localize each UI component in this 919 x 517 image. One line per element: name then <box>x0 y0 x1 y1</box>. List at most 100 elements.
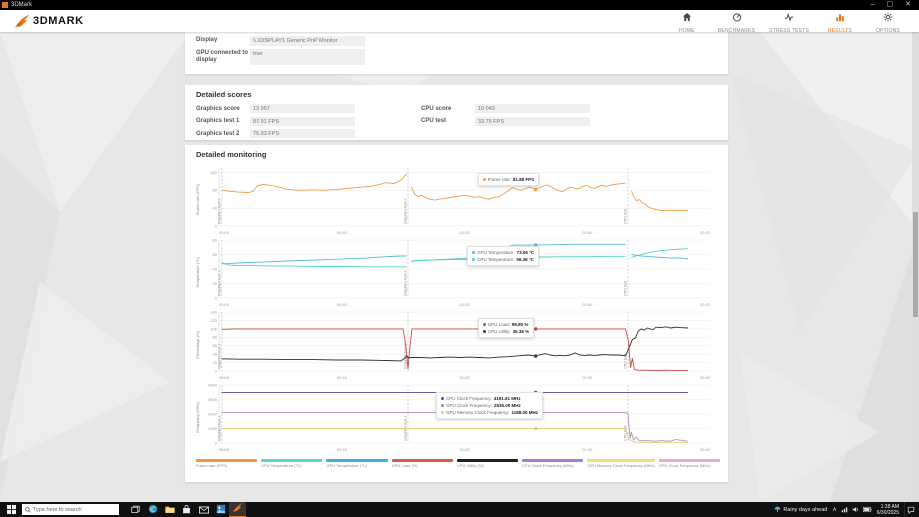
nav-label: HOME <box>678 27 695 34</box>
edge-taskbar-button[interactable] <box>144 502 161 517</box>
photos-taskbar-button[interactable] <box>212 502 229 517</box>
svg-text:01:20: 01:20 <box>459 447 470 452</box>
legend-label: Frame rate (FPS) <box>196 463 228 468</box>
close-button[interactable]: ✕ <box>905 1 911 8</box>
chart-tooltip: CPU Clock Frequency: 4191.61 MHz GPU Clock… <box>436 391 544 419</box>
legend-label: GPU Load (%) <box>391 463 418 468</box>
score-label: Graphics test 1 <box>196 118 240 124</box>
taskbar-search-input[interactable]: Type here to search <box>22 504 119 515</box>
taskbar-clock[interactable]: 1:38 AM 6/30/2025 <box>877 504 899 516</box>
system-tray: Rainy days ahead ∧ 1:38 AM 6/30/2025 <box>774 502 919 517</box>
chart-plot-area[interactable]: 0 20 40 60 80 00:00 00:40 01:20 02:00 02:40 Graphi… <box>202 236 722 308</box>
weather-widget[interactable]: Rainy days ahead <box>774 506 827 513</box>
minimize-button[interactable]: – <box>870 1 875 8</box>
svg-text:Graphics test 2: Graphics test 2 <box>403 270 407 296</box>
time: 1:38 AM <box>880 503 899 510</box>
svg-text:Graphics test 1: Graphics test 1 <box>217 343 221 369</box>
svg-text:02:00: 02:00 <box>582 375 593 380</box>
chart-4: Frequency (MHz) 0 1200 2400 3600 4800 00:00 00… <box>193 381 728 453</box>
legend-color-bar <box>196 459 258 462</box>
legend-color-bar <box>456 459 519 462</box>
svg-text:00:40: 00:40 <box>337 302 348 307</box>
legend-item: CPU Clock Frequency (MHz) <box>522 459 584 468</box>
legend-item: Frame rate (FPS) <box>196 459 258 468</box>
svg-text:60: 60 <box>213 252 218 257</box>
battery-icon[interactable] <box>862 506 872 513</box>
store-taskbar-button[interactable] <box>178 502 195 517</box>
detailed-scores-card: Detailed scores Graphics score 13 957 CPU … <box>185 85 728 140</box>
svg-text:Graphics test 1: Graphics test 1 <box>217 415 221 441</box>
tooltip-row: GPU Load: 99.80 % <box>482 321 530 328</box>
3dmark-taskbar-button[interactable] <box>229 502 246 517</box>
nav-item-options[interactable]: OPTIONS <box>871 9 905 34</box>
weather-text: Rainy days ahead <box>783 506 828 513</box>
system-info-card: Display \\.\DISPLAY1 Generic PnP Monitor G… <box>185 32 728 74</box>
svg-text:20: 20 <box>213 360 218 365</box>
svg-text:60: 60 <box>213 343 218 348</box>
speaker-icon[interactable] <box>852 506 859 513</box>
svg-text:CPU test: CPU test <box>623 425 627 441</box>
notification-icon <box>907 506 914 514</box>
chart-plot-area[interactable]: 0 40 80 120 00:00 00:40 01:20 02:00 02:40 Graphic… <box>202 164 722 236</box>
chart-plot-area[interactable]: 0 20 40 60 80 100 120 140 00:00 00:40 01:20 02:00 02… <box>202 308 722 381</box>
tooltip-row: Frame rate: 81.88 FPS <box>482 176 534 183</box>
mail-taskbar-button[interactable] <box>195 502 212 517</box>
scrollbar-thumb[interactable] <box>913 212 918 317</box>
score-row: Graphics score 13 957 CPU score 10 043 <box>196 104 728 113</box>
y-axis-label: Frequency (MHz) <box>195 401 200 433</box>
file-explorer-taskbar-button[interactable] <box>161 502 178 517</box>
svg-text:CPU test: CPU test <box>623 353 627 369</box>
nav-item-results[interactable]: RESULTS <box>823 9 857 34</box>
score-value: 33.76 FPS <box>475 116 590 126</box>
maximize-button[interactable]: ▢ <box>886 1 894 8</box>
svg-text:0: 0 <box>215 223 218 228</box>
svg-text:2400: 2400 <box>208 411 218 416</box>
legend-label: CPU Temperature (°C) <box>261 463 302 468</box>
field-value: \\.\DISPLAY1 Generic PnP Monitor <box>250 36 365 46</box>
file-explorer-icon <box>164 501 175 517</box>
chart-tooltip: GPU Temperature: 73.06 °C CPU Temperature:… <box>467 246 540 267</box>
system-info-row: Display \\.\DISPLAY1 Generic PnP Monitor <box>196 36 728 46</box>
legend-item: CPU Temperature (°C) <box>261 459 323 468</box>
start-button[interactable] <box>0 502 22 517</box>
svg-text:00:40: 00:40 <box>337 375 348 380</box>
system-info-row: GPU connected to display true <box>196 49 728 65</box>
y-axis-label: Temperature (°C) <box>195 256 200 288</box>
options-icon <box>883 9 893 27</box>
3dmark-logo-icon <box>14 14 30 28</box>
svg-text:40: 40 <box>213 266 218 271</box>
legend-color-bar <box>658 459 720 462</box>
legend-item: GPU Clock Frequency (MHz) <box>658 459 720 468</box>
tray-expand-icon[interactable]: ∧ <box>832 507 837 513</box>
detailed-monitoring-title: Detailed monitoring <box>196 150 267 159</box>
network-icon[interactable] <box>841 506 848 513</box>
vertical-scrollbar[interactable] <box>912 32 919 502</box>
svg-text:CPU test: CPU test <box>623 280 627 296</box>
nav-item-stress-tests[interactable]: STRESS TESTS <box>769 9 809 34</box>
tooltip-row: CPU Utility: 35.38 % <box>482 328 529 335</box>
nav-item-home[interactable]: HOME <box>670 9 704 34</box>
chart-plot-area[interactable]: 0 1200 2400 3600 4800 00:00 00:40 01:20 02:00 02:… <box>202 381 722 453</box>
score-value: 10 043 <box>475 104 590 113</box>
svg-text:Graphics test 2: Graphics test 2 <box>403 198 407 224</box>
app-header: 3DMARK HOME BENCHMARKS STRESS TESTS RESULTS… <box>0 9 919 34</box>
nav-label: OPTIONS <box>876 27 900 34</box>
svg-text:80: 80 <box>213 335 218 340</box>
search-icon <box>25 506 31 513</box>
chart-legend: Frame rate (FPS) CPU Temperature (°C) GPU … <box>196 459 720 468</box>
svg-text:00:40: 00:40 <box>337 230 348 235</box>
y-axis-label: Frame rate (FPS) <box>195 184 200 216</box>
nav-item-benchmarks[interactable]: BENCHMARKS <box>718 9 755 34</box>
notification-center-button[interactable] <box>904 502 916 517</box>
svg-text:CPU test: CPU test <box>623 208 627 224</box>
svg-text:02:40: 02:40 <box>700 375 711 380</box>
legend-item: GPU Temperature (°C) <box>326 459 388 468</box>
score-value: 87.91 FPS <box>250 116 355 126</box>
task-view-taskbar-button[interactable] <box>127 502 144 517</box>
svg-text:02:40: 02:40 <box>700 302 711 307</box>
svg-text:0: 0 <box>215 440 218 445</box>
date: 6/30/2025 <box>876 509 899 516</box>
svg-text:4800: 4800 <box>208 382 218 387</box>
svg-text:Graphics test 1: Graphics test 1 <box>217 270 221 296</box>
stress-tests-icon <box>784 9 794 27</box>
